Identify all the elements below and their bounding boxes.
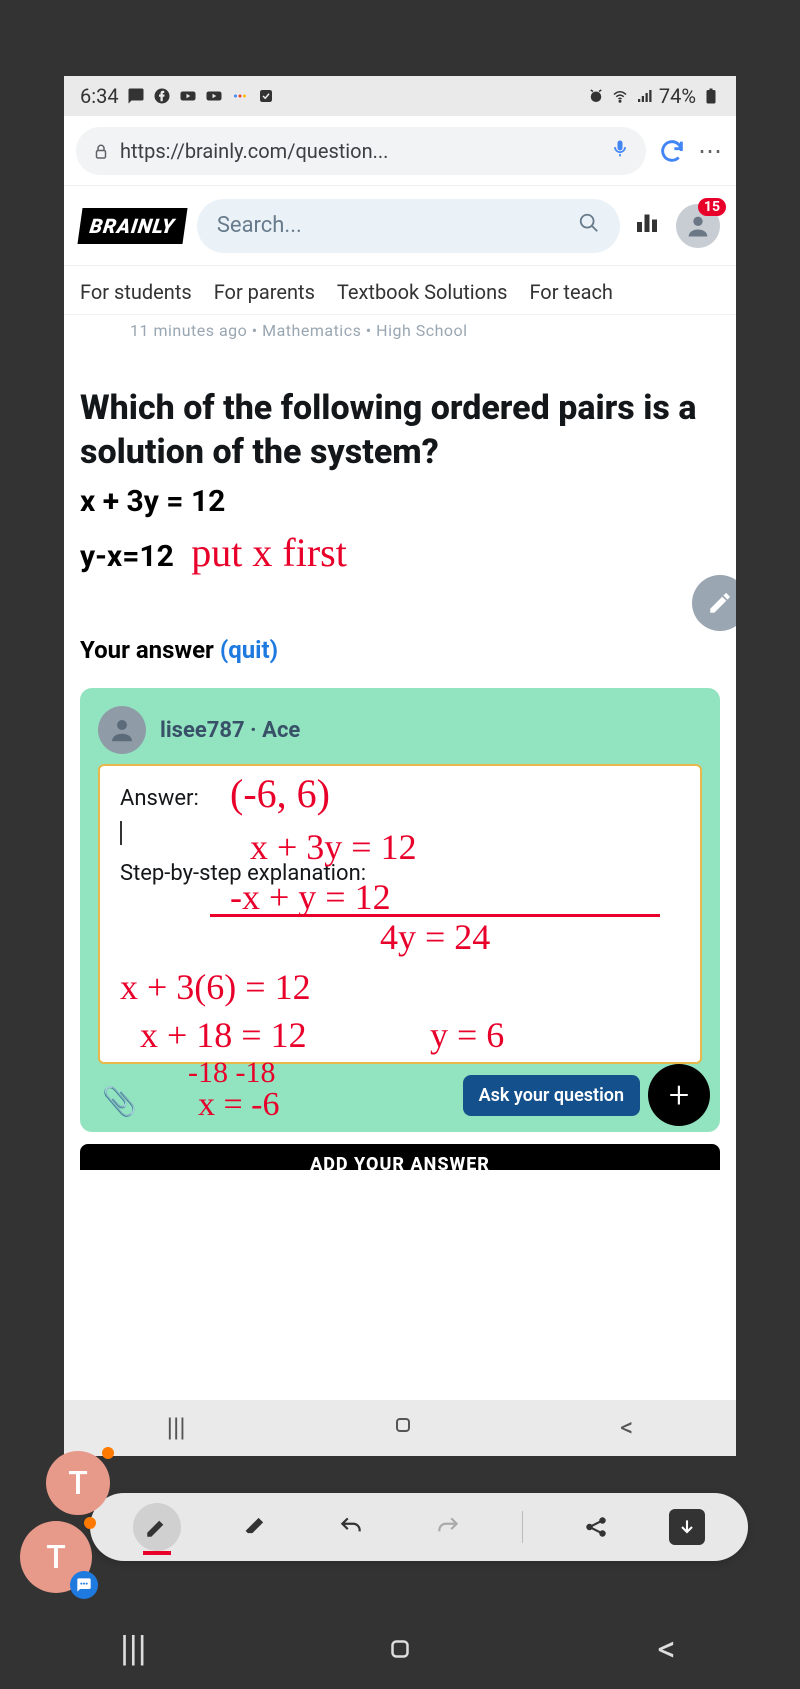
handwritten-4y: 4y = 24 [380,916,490,958]
phone-screenshot: 6:34 [64,76,736,1456]
site-header: BRAINLY Search... 15 [64,186,736,266]
your-answer-label: Your answer [80,636,214,664]
more-menu-icon[interactable]: ⋯ [698,137,724,165]
avatar-letter: T [46,1538,66,1576]
stats-icon[interactable] [632,207,662,244]
home-icon[interactable] [391,1413,415,1444]
url-field[interactable]: https://brainly.com/question... [76,127,646,175]
nav-tabs: For students For parents Textbook Soluti… [64,266,736,315]
search-icon [578,212,600,240]
battery-icon [702,87,720,105]
attachment-icon[interactable]: 📎 [102,1085,137,1118]
alarm-icon [587,87,605,105]
steps-label: Step-by-step explanation: [120,861,680,886]
facebook-icon [153,87,171,105]
brainly-logo[interactable]: BRAINLY [77,208,187,244]
pen-tool[interactable] [133,1503,181,1551]
add-fab[interactable]: + [648,1064,710,1126]
notification-badge: 15 [698,198,726,216]
share-button[interactable] [572,1503,620,1551]
handwritten-xneg6: x = -6 [198,1086,280,1124]
avatar-letter: T [68,1464,88,1502]
handwritten-rule [210,914,660,917]
recents-icon[interactable]: ||| [167,1413,186,1443]
eraser-tool[interactable] [230,1503,278,1551]
youtube-icon [179,87,197,105]
answerer-avatar[interactable] [98,706,146,754]
google-dots-icon [231,87,249,105]
text-cursor [120,821,122,845]
ask-question-button[interactable]: Ask your question [463,1075,640,1116]
markup-toolbar [90,1493,748,1561]
outer-back[interactable]: < [647,1629,687,1669]
chat-icon [127,87,145,105]
answerer-username: lisee787 [160,718,245,743]
handwritten-sub: x + 3(6) = 12 [120,966,311,1008]
tab-textbook[interactable]: Textbook Solutions [337,280,508,304]
equation-1: x + 3y = 12 [80,484,720,519]
search-placeholder: Search... [217,213,578,238]
save-button[interactable] [669,1509,705,1545]
battery-percent: 74% [659,84,696,108]
quit-link[interactable]: (quit) [220,636,278,664]
url-text: https://brainly.com/question... [120,139,600,163]
back-icon[interactable]: < [620,1413,633,1443]
tab-parents[interactable]: For parents [214,280,315,304]
outer-home[interactable] [380,1629,420,1669]
signal-icon [635,87,653,105]
search-input[interactable]: Search... [197,199,620,253]
question-title: Which of the following ordered pairs is … [80,386,720,474]
add-your-answer-button[interactable]: ADD YOUR ANSWER [80,1144,720,1170]
redo-button[interactable] [424,1503,472,1551]
outer-device-nav: ||| < [0,1629,800,1669]
presence-dot [84,1517,96,1529]
wifi-icon [611,87,629,105]
handwritten-hint: put x first [191,529,347,576]
handwritten-y6: y = 6 [430,1014,504,1056]
mic-icon[interactable] [610,138,630,163]
equation-2: y-x=12 put x first [80,529,720,576]
tab-students[interactable]: For students [80,280,192,304]
edit-fab[interactable] [692,575,736,631]
status-bar: 6:34 [64,76,736,116]
answerer-name[interactable]: lisee787 · Ace [160,718,300,743]
refresh-icon[interactable] [658,137,686,165]
undo-button[interactable] [327,1503,375,1551]
floating-contact-2[interactable]: T [20,1521,92,1593]
question-content: 11 minutes ago • Mathematics • High Scho… [64,315,736,1400]
tab-teachers[interactable]: For teach [529,280,613,304]
profile-avatar[interactable]: 15 [676,204,720,248]
outer-recents[interactable]: ||| [113,1629,153,1669]
inner-phone-nav: ||| < [64,1400,736,1456]
answer-card: lisee787 · Ace Answer: Step-by-step expl… [80,688,720,1132]
check-icon [257,87,275,105]
answer-label: Answer: [120,786,680,811]
question-block: Which of the following ordered pairs is … [80,346,720,586]
toolbar-divider [522,1511,523,1543]
your-answer-header: Your answer (quit) [80,636,720,664]
status-time: 6:34 [80,84,119,108]
equation-2-text: y-x=12 [80,539,174,574]
question-meta: 11 minutes ago • Mathematics • High Scho… [80,315,720,346]
presence-dot [102,1447,114,1459]
browser-url-bar: https://brainly.com/question... ⋯ [64,116,736,186]
answerer-rank: Ace [262,718,300,743]
handwritten-x18: x + 18 = 12 [140,1014,307,1056]
play-icon [205,87,223,105]
floating-contact-1[interactable]: T [46,1451,110,1515]
lock-icon [92,142,110,160]
answer-editor[interactable]: Answer: Step-by-step explanation: (-6, 6… [98,764,702,1064]
message-bubble-icon [70,1571,98,1599]
